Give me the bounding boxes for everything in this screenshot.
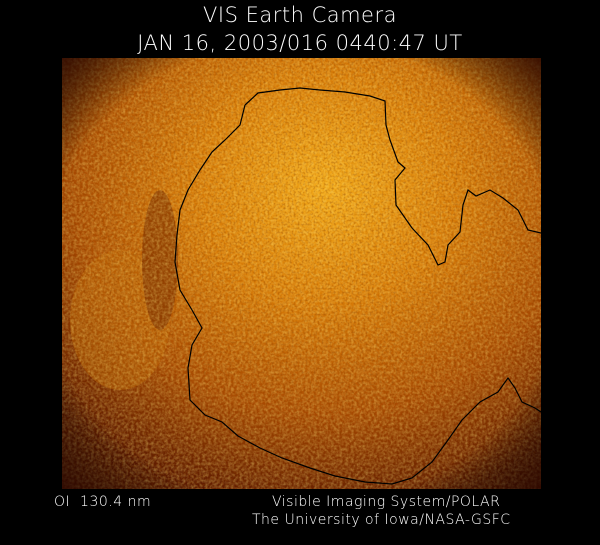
filter-wavelength-label: OI 130.4 nm	[54, 494, 152, 510]
image-timestamp: JAN 16, 2003/016 0440:47 UT	[137, 31, 463, 55]
earth-camera-image	[62, 58, 541, 489]
coastline-outline	[174, 87, 541, 485]
credit-institution: The University of Iowa/NASA-GSFC	[252, 512, 511, 528]
edge-vignette	[62, 58, 541, 489]
image-title: VIS Earth Camera	[203, 3, 397, 27]
credit-instrument: Visible Imaging System/POLAR	[272, 494, 501, 510]
